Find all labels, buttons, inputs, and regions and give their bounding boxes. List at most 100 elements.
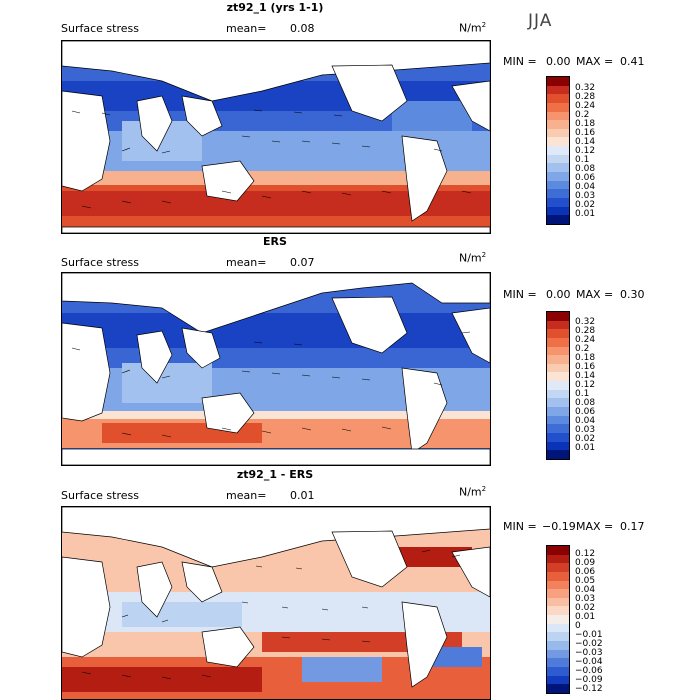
colorbar-swatch	[547, 389, 569, 399]
colorbar-swatch	[547, 424, 569, 433]
season-label: JJA	[528, 11, 553, 31]
colorbar-tick: 0.02	[575, 603, 596, 613]
colorbar-swatch	[547, 554, 569, 564]
colorbar-tick: 0.32	[575, 317, 596, 327]
colorbar	[546, 545, 570, 694]
min-label: MIN =	[503, 520, 537, 533]
mean-label: mean=	[226, 256, 267, 269]
colorbar-swatch	[547, 137, 569, 147]
colorbar-swatch	[547, 441, 569, 451]
mean-label: mean=	[226, 489, 267, 502]
colorbar-tick: 0.28	[575, 92, 596, 102]
colorbar-swatch	[547, 597, 569, 607]
colorbar-swatch	[547, 615, 569, 624]
max-label: MAX =	[576, 55, 614, 68]
colorbar-tick: 0	[575, 621, 581, 631]
colorbar-swatch	[547, 450, 569, 459]
colorbar	[546, 76, 570, 225]
colorbar-swatch	[547, 632, 569, 642]
colorbar-tick: 0.18	[575, 353, 596, 363]
colorbar-swatch	[547, 415, 569, 425]
min-label: MIN =	[503, 55, 537, 68]
max-label: MAX =	[576, 288, 614, 301]
colorbar	[546, 311, 570, 460]
colorbar-tick: 0.04	[575, 182, 596, 192]
colorbar-tick: 0.01	[575, 443, 596, 453]
colorbar-swatch	[547, 215, 569, 224]
colorbar-swatch	[547, 381, 569, 390]
colorbar-tick: −0.01	[575, 630, 603, 640]
colorbar-tick: 0.03	[575, 594, 596, 604]
map-graphic	[62, 273, 490, 465]
panel-title: zt92_1 - ERS	[236, 468, 314, 481]
variable-label: Surface stress	[61, 489, 139, 502]
mean-label: mean=	[226, 22, 267, 35]
colorbar-swatch	[547, 432, 569, 442]
colorbar-swatch	[547, 197, 569, 207]
colorbar-tick: 0.12	[575, 549, 596, 559]
colorbar-tick: 0.02	[575, 200, 596, 210]
colorbar-tick: 0.03	[575, 191, 596, 201]
colorbar-tick: 0.08	[575, 164, 596, 174]
colorbar-swatch	[547, 111, 569, 121]
max-value: 0.30	[620, 288, 645, 301]
colorbar-tick: 0.24	[575, 101, 596, 111]
colorbar-swatch	[547, 180, 569, 190]
colorbar-swatch	[547, 658, 569, 667]
colorbar-tick: 0.28	[575, 326, 596, 336]
max-value: 0.17	[620, 520, 645, 533]
colorbar-tick: 0.16	[575, 362, 596, 372]
map-plot	[61, 272, 491, 466]
colorbar-swatch	[547, 571, 569, 581]
colorbar-swatch	[547, 666, 569, 676]
colorbar-swatch	[547, 641, 569, 650]
colorbar-swatch	[547, 355, 569, 364]
mean-value: 0.07	[290, 256, 315, 269]
colorbar-swatch	[547, 189, 569, 198]
min-value: 0.00	[546, 288, 571, 301]
variable-label: Surface stress	[61, 256, 139, 269]
colorbar-swatch	[547, 407, 569, 416]
colorbar-swatch	[547, 102, 569, 112]
colorbar-tick: 0.03	[575, 425, 596, 435]
mean-value: 0.01	[290, 489, 315, 502]
min-label: MIN =	[503, 288, 537, 301]
colorbar-swatch	[547, 329, 569, 338]
colorbar-tick: 0.16	[575, 128, 596, 138]
colorbar-swatch	[547, 77, 569, 86]
colorbar-swatch	[547, 128, 569, 138]
colorbar-swatch	[547, 546, 569, 555]
colorbar-swatch	[547, 154, 569, 164]
min-value: −0.19	[542, 520, 576, 533]
colorbar-tick: −0.06	[575, 666, 603, 676]
colorbar-tick: 0.01	[575, 209, 596, 219]
colorbar-swatch	[547, 580, 569, 590]
colorbar-swatch	[547, 649, 569, 659]
colorbar-swatch	[547, 206, 569, 216]
colorbar-tick: 0.1	[575, 389, 590, 399]
colorbar-swatch	[547, 85, 569, 95]
colorbar-swatch	[547, 163, 569, 173]
units-label: N/m2	[459, 21, 487, 35]
colorbar-swatch	[547, 94, 569, 103]
colorbar-swatch	[547, 146, 569, 155]
colorbar-tick: 0.1	[575, 155, 590, 165]
colorbar-tick: 0.06	[575, 173, 596, 183]
colorbar-tick: 0.04	[575, 416, 596, 426]
mean-value: 0.08	[290, 22, 315, 35]
colorbar-swatch	[547, 398, 569, 408]
colorbar-tick: 0.2	[575, 344, 590, 354]
colorbar-tick: −0.09	[575, 675, 603, 685]
colorbar-swatch	[547, 675, 569, 685]
colorbar-tick: −0.02	[575, 639, 603, 649]
colorbar-swatch	[547, 606, 569, 616]
colorbar-tick: 0.12	[575, 146, 596, 156]
panel-title: zt92_1 (yrs 1-1)	[226, 1, 324, 14]
colorbar-swatch	[547, 346, 569, 356]
colorbar-swatch	[547, 337, 569, 347]
panel-title: ERS	[263, 235, 287, 248]
map-graphic	[62, 41, 490, 233]
colorbar-swatch	[547, 363, 569, 373]
colorbar-tick: 0.14	[575, 137, 596, 147]
units-label: N/m2	[459, 485, 487, 499]
